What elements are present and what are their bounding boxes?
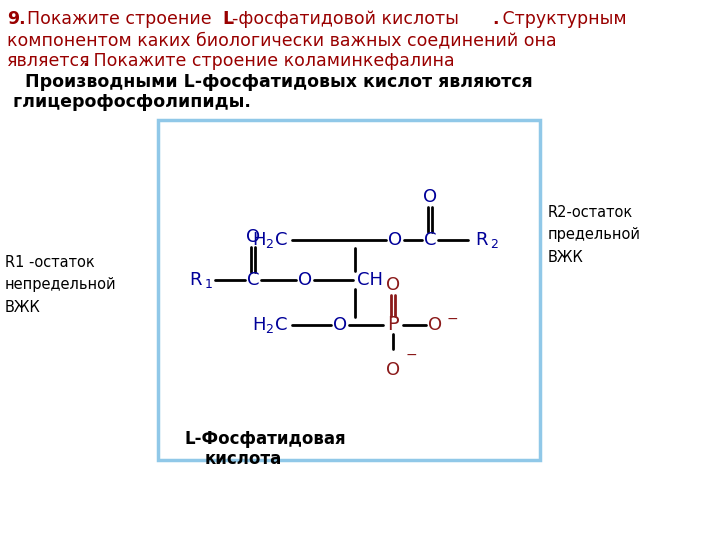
Text: CH: CH xyxy=(357,271,383,289)
Text: глицерофосфолипиды.: глицерофосфолипиды. xyxy=(7,93,251,111)
Text: Покажите строение коламинкефалина: Покажите строение коламинкефалина xyxy=(88,52,454,70)
Text: 9.: 9. xyxy=(7,10,26,28)
Text: является: является xyxy=(7,52,91,70)
Text: C: C xyxy=(247,271,259,289)
Text: Производными L-фосфатидовых кислот являются: Производными L-фосфатидовых кислот являю… xyxy=(7,73,533,91)
Text: H$_2$C: H$_2$C xyxy=(252,230,288,250)
Text: H$_2$C: H$_2$C xyxy=(252,315,288,335)
Text: O: O xyxy=(246,228,260,246)
Text: O: O xyxy=(388,231,402,249)
Text: O: O xyxy=(428,316,442,334)
Text: O: O xyxy=(298,271,312,289)
Text: Покажите строение: Покажите строение xyxy=(27,10,222,28)
Text: кислота: кислота xyxy=(205,450,282,468)
Text: −: − xyxy=(447,312,459,326)
Text: R: R xyxy=(475,231,487,249)
Text: −: − xyxy=(406,348,418,362)
Text: L-Фосфатидовая: L-Фосфатидовая xyxy=(185,430,346,448)
Text: R2-остаток
предельной
ВЖК: R2-остаток предельной ВЖК xyxy=(548,205,641,265)
Text: -фосфатидовой кислоты: -фосфатидовой кислоты xyxy=(232,10,459,28)
Text: O: O xyxy=(386,276,400,294)
Text: .: . xyxy=(492,10,498,28)
Text: O: O xyxy=(386,361,400,379)
Text: L: L xyxy=(222,10,233,28)
Text: O: O xyxy=(333,316,347,334)
Text: R: R xyxy=(189,271,202,289)
Text: C: C xyxy=(424,231,436,249)
Text: 2: 2 xyxy=(490,238,498,251)
FancyBboxPatch shape xyxy=(158,120,540,460)
Text: O: O xyxy=(423,188,437,206)
Text: .: . xyxy=(82,52,89,70)
Text: компонентом каких биологически важных соединений она: компонентом каких биологически важных со… xyxy=(7,31,557,49)
Text: 1: 1 xyxy=(205,278,213,291)
Text: P: P xyxy=(387,315,399,334)
Text: R1 -остаток
непредельной
ВЖК: R1 -остаток непредельной ВЖК xyxy=(5,255,117,315)
Text: Структурным: Структурным xyxy=(497,10,626,28)
